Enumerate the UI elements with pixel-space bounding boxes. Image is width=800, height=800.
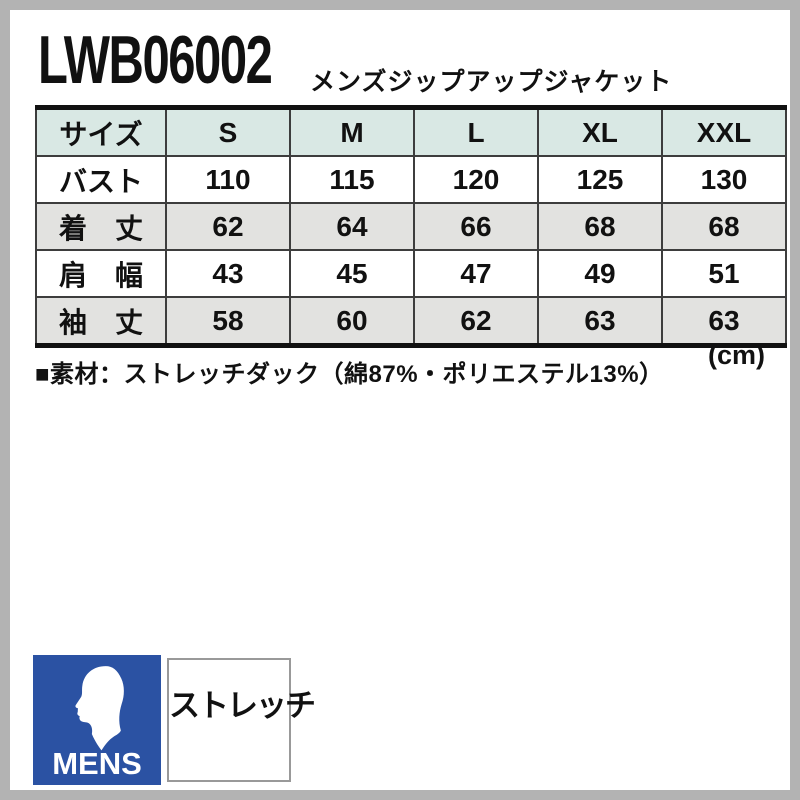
cell-value: 62 xyxy=(165,202,291,251)
cell-value: 58 xyxy=(165,296,291,347)
stretch-badge: ストレッチ xyxy=(167,658,316,782)
row-label: 肩 幅 xyxy=(35,249,167,298)
product-name: メンズジップアップジャケット xyxy=(310,68,673,96)
cell-value: 130 xyxy=(661,155,787,204)
unit-label-cm: (cm) xyxy=(707,340,765,370)
cell-value: 64 xyxy=(289,202,415,251)
column-header-size: サイズ xyxy=(35,106,167,157)
badge-row: MENS ストレッチ xyxy=(33,655,316,785)
cell-value: 45 xyxy=(289,249,415,298)
table-row-shoulder-width: 肩 幅 43 45 47 49 51 xyxy=(35,249,787,298)
row-label: 着 丈 xyxy=(35,202,167,251)
cell-value: 49 xyxy=(537,249,663,298)
size-table: サイズ S M L XL XXL バスト 110 115 120 125 130… xyxy=(35,105,787,348)
cell-value: 62 xyxy=(413,296,539,347)
product-code: LWB06002 xyxy=(38,22,273,98)
table-row-bust: バスト 110 115 120 125 130 xyxy=(35,155,787,204)
row-label: 袖 丈 xyxy=(35,296,167,347)
column-header-s: S xyxy=(165,106,291,157)
cell-value: 51 xyxy=(661,249,787,298)
cell-value: 125 xyxy=(537,155,663,204)
cell-value: 63 xyxy=(537,296,663,347)
cell-value: 63 xyxy=(661,296,787,347)
material-note: ■素材：ストレッチダック（綿87%・ポリエステル13%） xyxy=(35,361,664,388)
cell-value: 68 xyxy=(537,202,663,251)
table-row-body-length: 着 丈 62 64 66 68 68 xyxy=(35,202,787,251)
cell-value: 60 xyxy=(289,296,415,347)
column-header-xxl: XXL xyxy=(661,106,787,157)
cell-value: 66 xyxy=(413,202,539,251)
cell-value: 120 xyxy=(413,155,539,204)
cell-value: 43 xyxy=(165,249,291,298)
stretch-badge-label: ストレッチ xyxy=(169,688,316,723)
cell-value: 68 xyxy=(661,202,787,251)
cell-value: 115 xyxy=(289,155,415,204)
column-header-xl: XL xyxy=(537,106,663,157)
column-header-l: L xyxy=(413,106,539,157)
cell-value: 110 xyxy=(165,155,291,204)
table-row-sleeve-length: 袖 丈 58 60 62 63 63 xyxy=(35,296,787,347)
mens-badge: MENS xyxy=(33,655,161,785)
mens-badge-label: MENS xyxy=(52,746,142,781)
size-table-header-row: サイズ S M L XL XXL xyxy=(35,106,787,157)
column-header-m: M xyxy=(289,106,415,157)
cell-value: 47 xyxy=(413,249,539,298)
row-label: バスト xyxy=(35,155,167,204)
